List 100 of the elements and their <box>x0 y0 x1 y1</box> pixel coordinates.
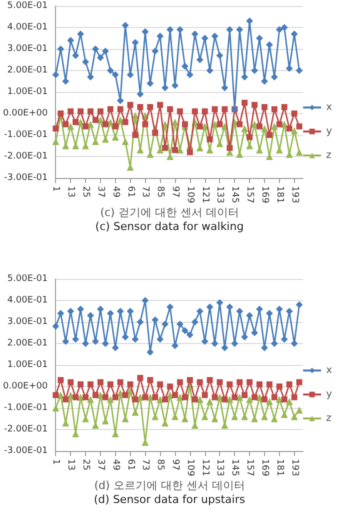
point <box>241 334 248 341</box>
point <box>236 26 244 34</box>
point <box>136 318 144 326</box>
point <box>96 54 104 62</box>
point <box>126 308 134 315</box>
point <box>117 379 124 386</box>
point <box>172 147 178 154</box>
point <box>62 396 69 402</box>
point <box>241 125 248 132</box>
point <box>276 26 283 34</box>
point <box>137 374 144 381</box>
point <box>221 84 228 92</box>
point <box>137 104 144 110</box>
point <box>256 381 263 388</box>
point <box>52 126 59 132</box>
point <box>122 392 128 398</box>
point <box>181 327 188 334</box>
point <box>146 80 154 87</box>
point <box>296 123 302 130</box>
point <box>176 108 183 114</box>
point <box>77 306 84 313</box>
point <box>196 396 204 403</box>
point <box>127 381 134 388</box>
x-tick-label: 145 <box>230 186 240 204</box>
point <box>296 67 303 74</box>
point <box>52 138 60 145</box>
legend-label: x <box>326 102 332 113</box>
text: (c) 걷기에 대한 센서 데이터 <box>100 206 239 219</box>
y-tick-label: 1.00E-01 <box>7 360 48 370</box>
y-tick-label: 4.00E-01 <box>7 296 48 306</box>
x-tick-label: 157 <box>244 186 255 204</box>
point <box>231 340 238 347</box>
point <box>152 316 159 324</box>
point <box>231 413 238 420</box>
point <box>182 394 188 400</box>
point <box>246 18 254 25</box>
point <box>271 394 278 400</box>
point <box>172 342 179 350</box>
y-tick-label: 5.00E-01 <box>7 274 48 284</box>
point <box>296 148 303 156</box>
y-tick-label: -3.00E-01 <box>4 173 48 183</box>
point <box>72 394 79 400</box>
point <box>52 404 60 412</box>
point <box>226 303 234 310</box>
point <box>191 30 198 38</box>
point <box>290 413 298 420</box>
point <box>142 297 149 304</box>
x-tick-label: 193 <box>289 186 300 204</box>
x-tick-label: 121 <box>200 186 210 204</box>
point <box>167 106 174 112</box>
y-tick-label: 2.00E-01 <box>7 338 48 348</box>
point <box>236 394 244 401</box>
point <box>286 308 293 315</box>
point <box>122 22 129 29</box>
point <box>246 379 253 386</box>
point <box>176 26 184 34</box>
point <box>127 102 134 108</box>
x-tick-label: 121 <box>200 459 210 476</box>
point <box>276 384 282 390</box>
point <box>167 384 174 390</box>
point <box>67 308 74 315</box>
point <box>276 121 282 128</box>
x-tick-label: 181 <box>274 459 284 476</box>
point <box>87 396 94 403</box>
point <box>196 379 203 386</box>
x-tick-label: 37 <box>95 186 106 198</box>
point <box>286 126 292 132</box>
point <box>296 301 303 308</box>
point <box>261 396 268 402</box>
point <box>107 381 114 388</box>
point <box>142 28 149 36</box>
point <box>102 136 109 143</box>
point <box>270 415 278 422</box>
point <box>191 318 198 326</box>
point <box>290 127 298 134</box>
point <box>132 336 139 343</box>
y-tick-label: -2.00E-01 <box>4 424 48 434</box>
point <box>192 108 198 114</box>
point <box>132 396 138 402</box>
point <box>126 71 134 78</box>
x-tick-label: 97 <box>170 459 180 470</box>
y-tick-label: -2.00E-01 <box>4 152 48 162</box>
point <box>246 134 253 140</box>
legend-label: z <box>326 150 332 161</box>
point <box>152 394 158 400</box>
point <box>157 102 164 108</box>
point <box>221 344 228 352</box>
point <box>106 67 114 74</box>
point <box>252 102 258 108</box>
legend-label: y <box>326 126 332 137</box>
point <box>156 32 164 40</box>
point <box>52 392 59 398</box>
point <box>172 82 179 90</box>
point <box>58 377 64 384</box>
y-tick-label: -1.00E-01 <box>4 403 48 413</box>
point <box>96 306 104 313</box>
point <box>152 48 159 55</box>
point <box>251 67 258 74</box>
point <box>97 379 104 386</box>
point <box>78 381 84 388</box>
